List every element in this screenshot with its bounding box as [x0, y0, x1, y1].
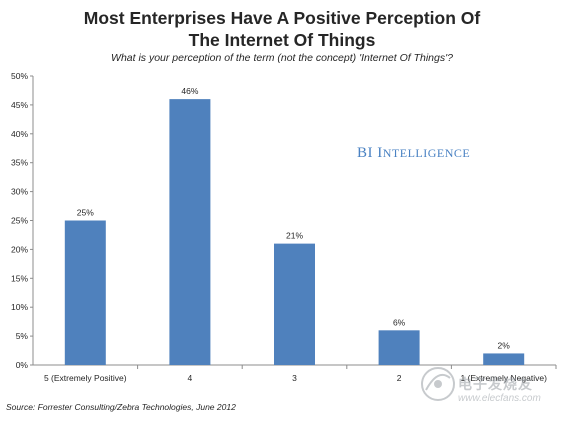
bar: [274, 243, 315, 365]
bar-value-label: 25%: [77, 208, 94, 218]
y-tick-label: 20%: [11, 244, 28, 254]
chart-title: Most Enterprises Have A Positive Percept…: [0, 7, 564, 51]
y-tick-label: 0%: [16, 360, 29, 370]
y-tick-label: 5%: [16, 331, 29, 341]
y-tick-label: 35%: [11, 158, 28, 168]
y-tick-label: 40%: [11, 129, 28, 139]
x-tick-label: 5 (Extremely Positive): [44, 373, 127, 383]
bar: [169, 99, 211, 366]
y-tick-label: 30%: [11, 187, 28, 197]
bi-intelligence-logo: BI INTELLIGENCE: [357, 145, 471, 161]
y-tick-label: 10%: [11, 302, 28, 312]
y-tick-label: 45%: [11, 100, 28, 110]
bar-value-label: 2%: [498, 340, 511, 350]
bar: [64, 220, 106, 365]
y-tick-label: 25%: [11, 216, 28, 226]
x-tick-label: 4: [188, 373, 193, 383]
chart-source: Source: Forrester Consulting/Zebra Techn…: [6, 402, 236, 412]
chart-title-line-1: Most Enterprises Have A Positive Percept…: [83, 8, 481, 28]
bar: [483, 353, 525, 365]
chart-title-line-2: The Internet Of Things: [188, 30, 376, 50]
bar-chart: 0% 5% 10% 15% 20% 25% 30% 35% 40% 45% 50% 25% 5 (Ext…: [11, 71, 557, 383]
x-tick-label: 3: [292, 373, 297, 383]
x-tick-label: 1 (Extremely Negative): [460, 373, 547, 383]
bar: [378, 330, 420, 365]
chart-subtitle: What is your perception of the term (not…: [111, 52, 453, 64]
chart-bars: [64, 99, 525, 366]
chart-labels: 0% 5% 10% 15% 20% 25% 30% 35% 40% 45% 50% 25% 5 (Ext…: [11, 71, 547, 383]
bar-value-label: 6%: [393, 317, 406, 327]
y-tick-label: 50%: [11, 71, 28, 81]
bar-value-label: 21%: [286, 231, 303, 241]
y-tick-label: 15%: [11, 273, 28, 283]
x-tick-label: 2: [397, 373, 402, 383]
bar-value-label: 46%: [181, 86, 198, 96]
